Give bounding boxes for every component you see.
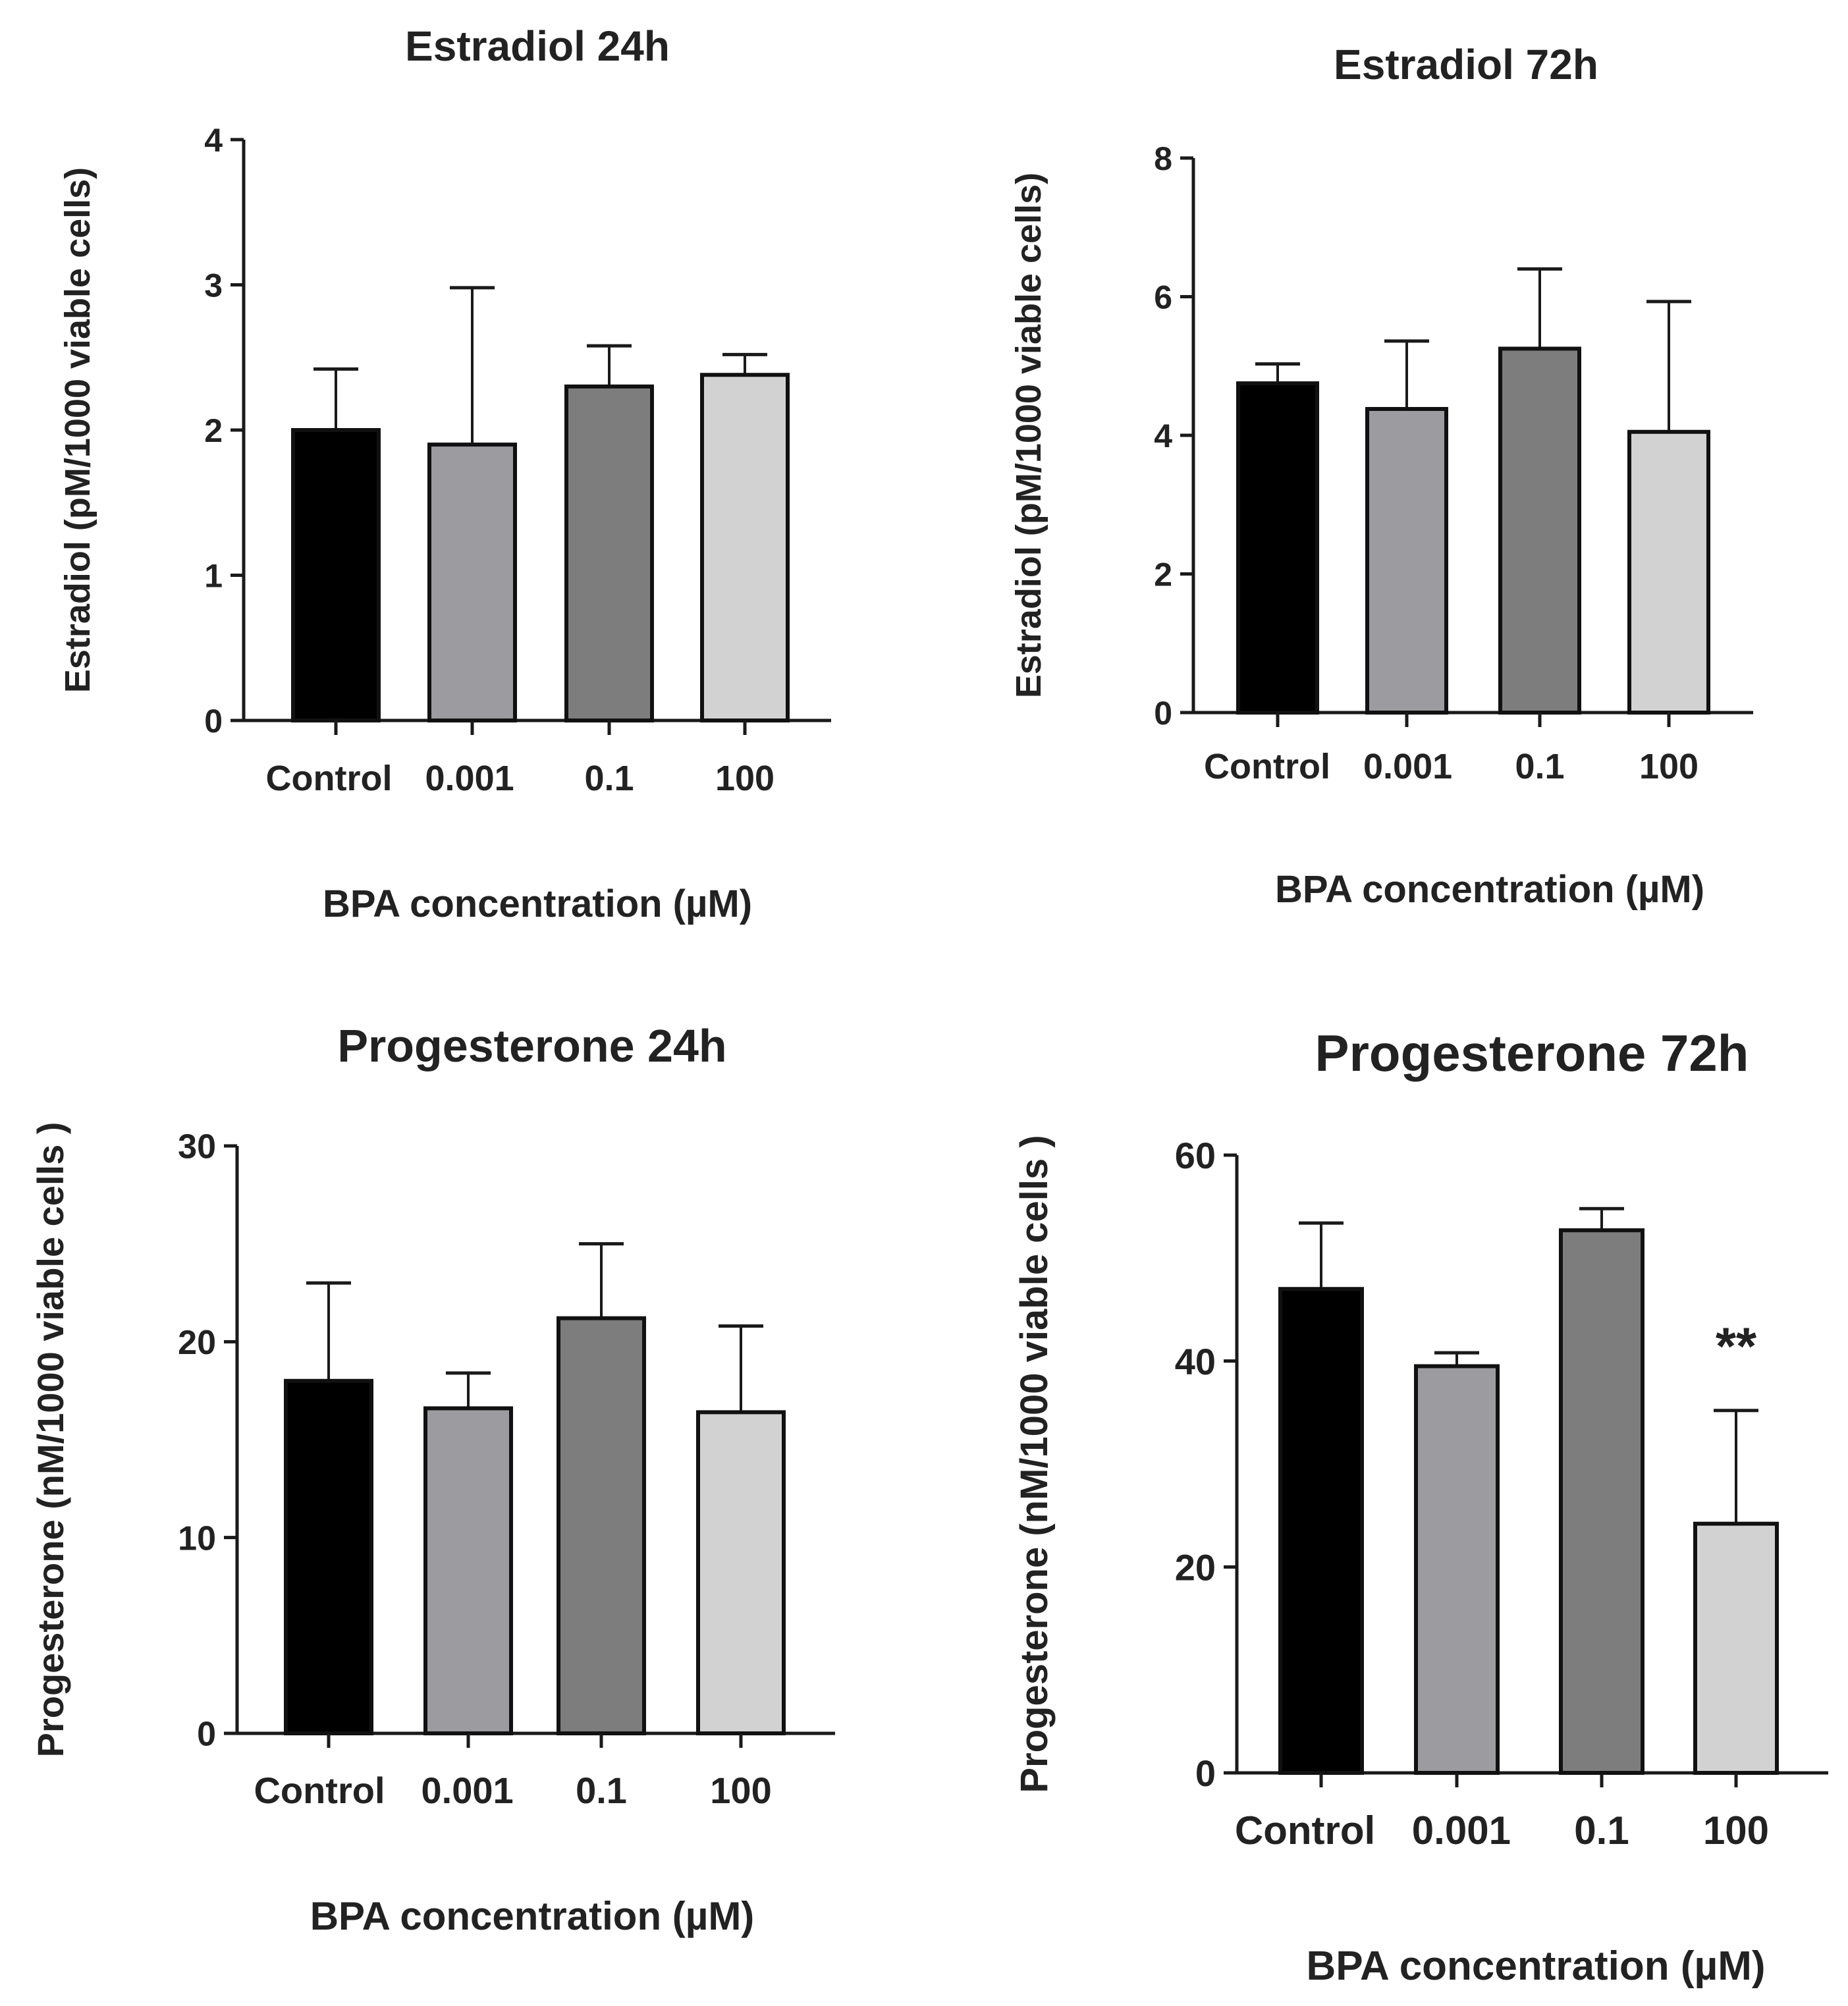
- chart3-category-label-1: 0.001: [421, 1770, 514, 1811]
- chart1-y-tick-label-1: 1: [204, 558, 223, 595]
- chart2-y-axis-label: Estradiol (pM/1000 viable cells): [1009, 173, 1048, 698]
- chart2-bar-3: [1627, 429, 1710, 715]
- chart2-title: Estradiol 72h: [1334, 41, 1598, 88]
- chart2-category-label-1: 0.001: [1363, 747, 1452, 786]
- chart3-category-label-3: 100: [710, 1770, 771, 1811]
- chart4-x-axis-label: BPA concentration (µM): [1306, 1943, 1765, 1989]
- chart4-y-axis-label: Progesterone (nM/1000 viable cells ): [1013, 1135, 1056, 1793]
- chart1-y-tick-label-0: 0: [204, 703, 223, 740]
- chart3-y-tick-label-0: 0: [197, 1716, 216, 1754]
- chart2-bar-1: [1365, 407, 1448, 715]
- chart3-y-axis-label: Progesterone (nM/1000 viable cells ): [30, 1122, 71, 1758]
- chart4-bar-0: [1278, 1287, 1364, 1775]
- chart1-y-tick-label-2: 2: [204, 412, 223, 449]
- chart3-y-tick-label-1: 10: [178, 1519, 216, 1558]
- chart1-y-tick-label-4: 4: [204, 122, 223, 159]
- chart1-x-axis-label: BPA concentration (µM): [323, 882, 752, 925]
- chart4-title: Progesterone 72h: [1315, 1024, 1749, 1082]
- chart1-y-tick-label-3: 3: [204, 267, 223, 304]
- chart4-category-label-0: Control: [1235, 1808, 1375, 1853]
- chart1-bar-2: [564, 384, 654, 722]
- chart1-bar-1: [427, 443, 517, 722]
- chart3-bar-3: [696, 1410, 786, 1735]
- chart2-y-tick-label-0: 0: [1154, 695, 1172, 732]
- chart4-y-tick-label-1: 20: [1175, 1546, 1216, 1588]
- chart4-category-label-3: 100: [1703, 1808, 1769, 1853]
- chart2-bar-0: [1236, 381, 1319, 715]
- chart1-category-label-3: 100: [715, 759, 775, 798]
- chart2-y-tick-label-3: 6: [1154, 279, 1172, 316]
- chart4-category-label-2: 0.1: [1574, 1808, 1629, 1853]
- chart2-category-label-0: Control: [1204, 747, 1330, 786]
- chart3-category-label-0: Control: [254, 1770, 385, 1811]
- chart3-bar-1: [423, 1406, 513, 1736]
- chart3-bar-2: [557, 1316, 646, 1735]
- chart4-y-tick-label-3: 60: [1175, 1135, 1216, 1176]
- chart1-category-label-0: Control: [266, 759, 393, 798]
- chart4-category-label-1: 0.001: [1412, 1808, 1511, 1853]
- chart1-bar-3: [700, 373, 790, 722]
- chart3-title: Progesterone 24h: [337, 1020, 726, 1071]
- chart1-category-label-1: 0.001: [425, 759, 514, 798]
- chart4-bar-2: [1559, 1228, 1644, 1775]
- chart4-significance-0: **: [1716, 1317, 1757, 1376]
- chart2-category-label-3: 100: [1639, 747, 1699, 786]
- chart1-title: Estradiol 24h: [405, 22, 670, 70]
- chart4-bar-1: [1414, 1364, 1500, 1776]
- chart1-category-label-2: 0.1: [584, 759, 634, 798]
- chart1-bar-0: [291, 428, 381, 722]
- chart2-category-label-2: 0.1: [1515, 747, 1564, 786]
- chart3-bar-0: [284, 1378, 373, 1736]
- chart3-y-tick-label-3: 30: [178, 1128, 216, 1166]
- chart2-x-axis-label: BPA concentration (µM): [1275, 868, 1704, 911]
- chart1-y-axis-label: Estradiol (pM/1000 viable cells): [58, 167, 97, 693]
- chart4-bar-3: [1693, 1521, 1779, 1775]
- chart4-y-tick-label-2: 40: [1175, 1341, 1216, 1382]
- chart3-x-axis-label: BPA concentration (µM): [310, 1894, 755, 1938]
- chart2-bar-2: [1498, 346, 1581, 715]
- chart4-y-tick-label-0: 0: [1195, 1752, 1216, 1794]
- chart3-y-tick-label-2: 20: [178, 1324, 216, 1362]
- chart2-y-tick-label-2: 4: [1154, 418, 1172, 454]
- chart2-y-tick-label-4: 8: [1154, 140, 1172, 177]
- chart2-y-tick-label-1: 2: [1154, 556, 1172, 593]
- chart3-category-label-2: 0.1: [576, 1770, 627, 1811]
